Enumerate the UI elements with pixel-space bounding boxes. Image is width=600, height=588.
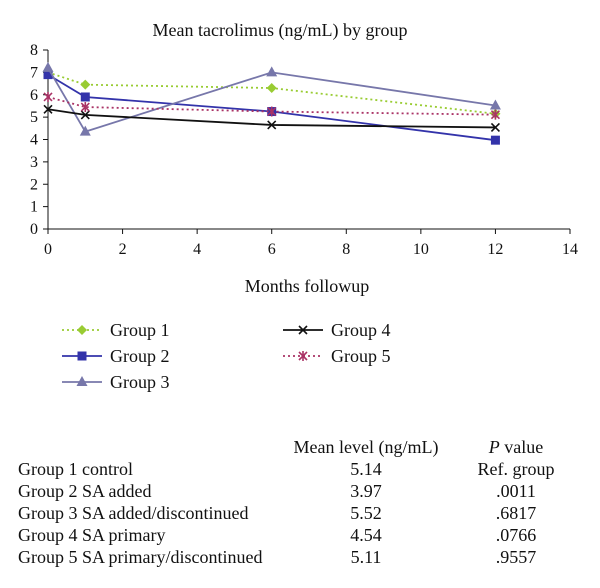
x-tick-label: 2 (119, 241, 127, 258)
legend-marker (76, 376, 88, 386)
chart: Mean tacrolimus (ng/mL) by group 0123456… (30, 20, 578, 392)
series-3-line (47, 67, 496, 133)
table-row: Group 4 SA primary 4.54 .0766 (18, 524, 576, 546)
table-header-p: P value (456, 436, 576, 458)
y-tick-label: 7 (30, 64, 38, 81)
legend: Group 1 Group 2 Group 3 Group 4 Group 5 (62, 320, 391, 392)
y-tick-label: 6 (30, 87, 38, 104)
table-row: Group 5 SA primary/discontinued 5.11 .95… (18, 546, 576, 568)
row-mean: 4.54 (350, 525, 382, 545)
legend-item: Group 2 (62, 346, 170, 366)
row-group: Group 3 SA added/discontinued (18, 503, 249, 523)
series-3-point (42, 61, 54, 72)
table-header-group (18, 436, 276, 458)
table-header-mean: Mean level (ng/mL) (293, 437, 439, 457)
x-tick-label: 14 (562, 241, 578, 258)
row-group: Group 4 SA primary (18, 525, 166, 545)
series-4-line (47, 108, 496, 129)
series-5-point (80, 102, 90, 113)
table-row: Group 1 control 5.14 Ref. group (18, 458, 576, 480)
series-4-point (267, 120, 277, 130)
marker-stroke (43, 104, 53, 114)
table-header-row: Mean level (ng/mL) P value (18, 436, 576, 458)
stats-table: Mean level (ng/mL) P value Group 1 contr… (18, 436, 576, 568)
legend-label: Group 5 (331, 346, 391, 366)
series-3-point (489, 99, 501, 110)
y-tick-label: 1 (30, 199, 38, 216)
legend-label: Group 4 (331, 320, 391, 340)
y-tick-label: 4 (30, 132, 38, 149)
legend-item: Group 3 (62, 372, 170, 392)
x-tick-label: 10 (413, 241, 429, 258)
y-tick-label: 8 (30, 42, 38, 59)
marker-stroke (267, 120, 277, 130)
row-p: Ref. group (477, 459, 555, 479)
row-mean: 5.52 (350, 503, 382, 523)
p-letter: P (488, 437, 500, 457)
x-tick-label: 12 (487, 241, 503, 258)
row-group: Group 5 SA primary/discontinued (18, 547, 263, 567)
row-p: .0766 (495, 525, 537, 545)
series-5-point (43, 91, 53, 102)
series-5-point (267, 106, 277, 117)
x-tick-label: 4 (193, 241, 201, 258)
marker-stroke (80, 110, 90, 120)
legend-label: Group 3 (110, 372, 170, 392)
legend-marker (77, 325, 87, 335)
legend-marker (77, 351, 87, 361)
x-tick-label: 0 (44, 241, 52, 258)
x-tick-label: 8 (342, 241, 350, 258)
y-tick-label: 0 (30, 221, 38, 238)
row-p: .9557 (495, 547, 537, 567)
table-row: Group 3 SA added/discontinued 5.52 .6817 (18, 502, 576, 524)
legend-marker (298, 351, 308, 361)
series-4-point (80, 110, 90, 120)
series-3-point (79, 125, 91, 136)
series-4-point (43, 104, 53, 114)
legend-marker (298, 325, 308, 335)
x-tick-label: 6 (268, 241, 276, 258)
series-2-point (490, 135, 500, 145)
series-5-line (47, 96, 496, 116)
y-tick-label: 2 (30, 176, 38, 193)
legend-item: Group 4 (283, 320, 391, 340)
series-2-point (80, 92, 90, 102)
marker-stroke (490, 122, 500, 132)
x-axis-title: Months followup (245, 276, 370, 296)
row-group: Group 1 control (18, 459, 133, 479)
y-tick-label: 3 (30, 154, 38, 171)
legend-item: Group 5 (283, 346, 391, 366)
row-mean: 5.11 (350, 547, 382, 567)
series-1-point (80, 79, 91, 90)
series-1-point (266, 83, 277, 94)
series-3-point (266, 66, 278, 77)
legend-label: Group 1 (110, 320, 170, 340)
table-row: Group 2 SA added 3.97 .0011 (18, 480, 576, 502)
row-mean: 3.97 (350, 481, 382, 501)
row-group: Group 2 SA added (18, 481, 152, 501)
chart-title: Mean tacrolimus (ng/mL) by group (153, 20, 408, 41)
row-p: .0011 (496, 481, 536, 501)
series-4-point (490, 122, 500, 132)
series-2-point (43, 70, 53, 80)
legend-item: Group 1 (62, 320, 170, 340)
marker-stroke (298, 325, 308, 335)
legend-label: Group 2 (110, 346, 170, 366)
row-p: .6817 (495, 503, 537, 523)
p-label-rest: value (499, 437, 544, 457)
series-5-point (490, 109, 500, 120)
y-tick-label: 5 (30, 109, 38, 126)
row-mean: 5.14 (350, 459, 382, 479)
